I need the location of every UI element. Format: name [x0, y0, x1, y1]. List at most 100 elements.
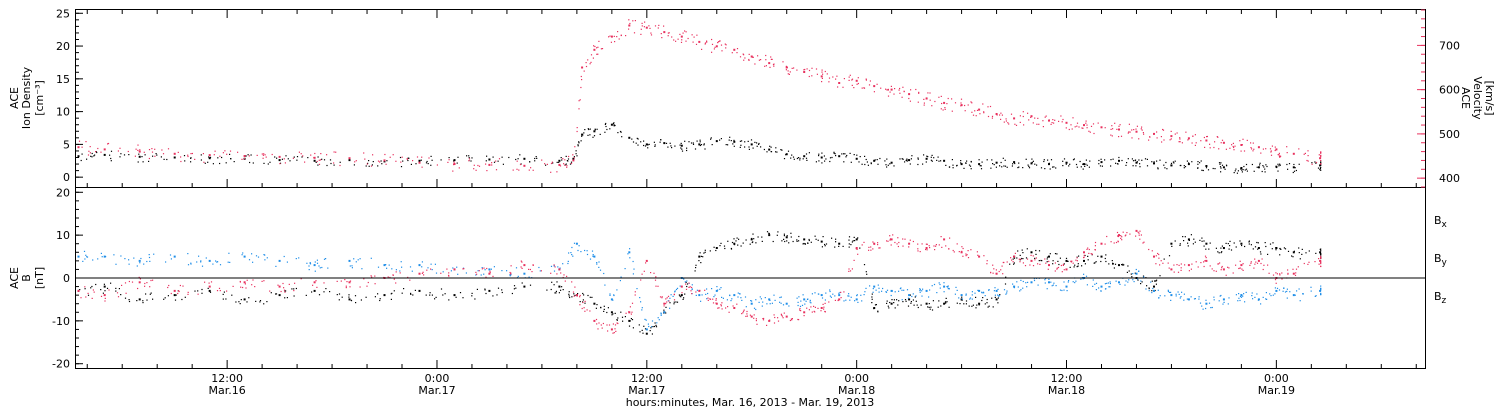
data-point: [553, 264, 555, 266]
data-point: [919, 289, 921, 291]
data-point: [238, 301, 240, 303]
data-point: [733, 139, 735, 141]
data-point: [409, 279, 411, 281]
data-point: [372, 154, 374, 156]
data-point: [222, 298, 224, 300]
data-point: [942, 109, 944, 111]
data-point: [1159, 159, 1161, 161]
data-point: [1243, 150, 1246, 152]
data-point: [269, 161, 271, 163]
data-point: [870, 246, 872, 248]
data-point: [657, 27, 659, 29]
field-tick-label: -10: [52, 315, 70, 328]
data-point: [859, 156, 861, 158]
data-point: [933, 283, 936, 286]
data-point: [100, 295, 103, 297]
data-point: [715, 298, 717, 300]
data-point: [1059, 257, 1061, 259]
density-tick-label: 20: [56, 40, 70, 53]
data-point: [780, 149, 782, 151]
data-point: [1190, 234, 1192, 236]
data-point: [1083, 254, 1085, 256]
data-point: [1081, 127, 1083, 129]
data-point: [758, 301, 760, 303]
data-point: [100, 252, 102, 254]
data-point: [200, 154, 202, 156]
data-point: [558, 285, 561, 288]
data-point: [1292, 294, 1295, 297]
data-point: [1076, 266, 1078, 268]
data-point: [1234, 145, 1236, 147]
data-point: [1225, 148, 1227, 150]
data-point: [730, 247, 732, 250]
data-point: [1028, 165, 1030, 167]
data-point: [1099, 165, 1102, 167]
data-point: [1168, 267, 1170, 269]
data-point: [550, 162, 553, 165]
data-point: [1030, 115, 1033, 118]
data-point: [739, 293, 741, 295]
data-point: [1208, 248, 1210, 250]
data-point: [782, 317, 784, 319]
data-point: [853, 236, 855, 238]
data-point: [912, 293, 914, 295]
data-point: [498, 158, 501, 160]
data-point: [650, 34, 653, 36]
data-point: [1256, 262, 1259, 264]
data-point: [317, 156, 319, 158]
data-point: [750, 139, 753, 141]
data-point: [1226, 165, 1228, 167]
data-point: [915, 295, 917, 297]
data-point: [596, 262, 598, 264]
data-point: [718, 307, 720, 309]
data-point: [436, 164, 438, 166]
data-point: [1320, 156, 1322, 158]
data-point: [728, 139, 730, 141]
data-point: [1063, 281, 1065, 283]
data-point: [143, 263, 145, 265]
data-point: [938, 300, 940, 302]
data-point: [521, 282, 523, 284]
data-point: [200, 260, 202, 262]
data-point: [134, 155, 136, 157]
data-point: [641, 25, 643, 27]
data-point: [887, 88, 889, 90]
data-point: [422, 271, 424, 273]
data-point: [1308, 250, 1310, 252]
data-point: [698, 255, 701, 258]
data-point: [768, 232, 770, 234]
data-point: [906, 158, 908, 160]
data-point: [1008, 123, 1010, 125]
data-point: [586, 253, 589, 256]
data-point: [612, 299, 614, 301]
data-point: [999, 165, 1001, 167]
data-point: [1167, 289, 1169, 291]
data-point: [1132, 273, 1134, 275]
data-point: [1148, 139, 1150, 141]
data-point: [452, 170, 454, 172]
data-point: [989, 105, 992, 108]
data-point: [301, 156, 303, 158]
data-point: [523, 264, 526, 267]
data-point: [1265, 298, 1267, 300]
data-point: [636, 137, 638, 139]
data-point: [410, 163, 412, 165]
data-point: [993, 164, 995, 166]
data-point: [570, 252, 572, 254]
data-point: [1293, 163, 1295, 166]
data-point: [978, 159, 980, 161]
data-point: [429, 292, 431, 294]
data-point: [1142, 275, 1145, 277]
data-point: [873, 307, 876, 309]
data-point: [517, 158, 519, 160]
data-point: [103, 283, 105, 285]
data-point: [894, 241, 896, 244]
data-point: [1065, 268, 1068, 271]
data-point: [1320, 261, 1322, 263]
data-point: [1017, 250, 1019, 252]
data-point: [677, 38, 679, 40]
data-point: [796, 157, 798, 160]
data-point: [720, 287, 722, 289]
data-point: [1046, 256, 1049, 258]
data-point: [278, 294, 281, 297]
